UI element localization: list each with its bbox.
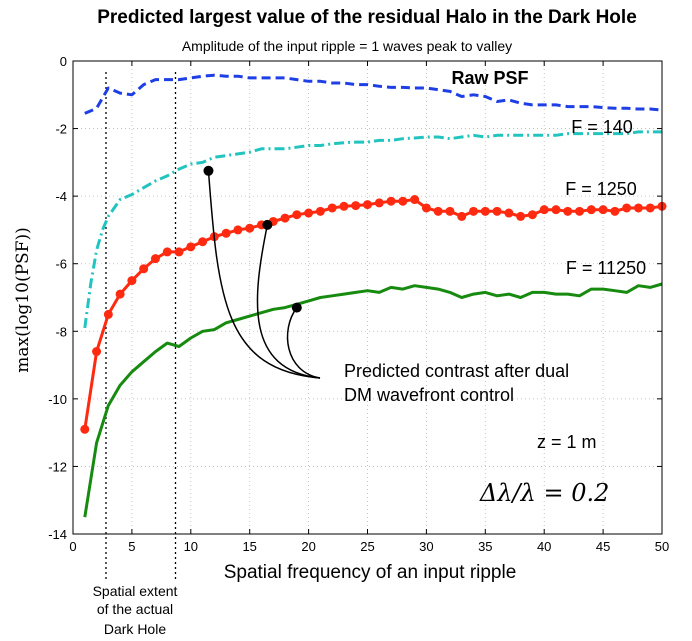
series-point (575, 206, 585, 216)
f1250-label: F = 1250 (565, 179, 637, 199)
series-point (551, 205, 561, 215)
series-point (622, 203, 632, 213)
series-point (162, 247, 172, 257)
contrast-note-line2: DM wavefront control (344, 385, 514, 405)
contrast-arrows (203, 165, 321, 379)
x-tick-label: 20 (301, 539, 315, 554)
raw-psf-label: Raw PSF (451, 68, 528, 88)
extent-note-line2: of the actual (97, 601, 173, 617)
x-tick-label: 35 (478, 539, 492, 554)
x-axis-label: Spatial frequency of an input ripple (224, 562, 517, 583)
series-point (115, 289, 125, 299)
x-tick-label: 50 (655, 539, 669, 554)
series-point (410, 195, 420, 205)
extent-note-line1: Spatial extent (93, 583, 178, 599)
series-point (245, 223, 255, 233)
series-point (645, 203, 655, 213)
f140-label: F = 140 (571, 117, 633, 137)
chart-title: Predicted largest value of the residual … (97, 7, 637, 28)
series-point (386, 196, 396, 206)
x-tick-label: 10 (184, 539, 198, 554)
contrast-point (262, 219, 273, 230)
series-point (421, 203, 431, 213)
y-tick-label: 0 (60, 54, 67, 69)
series-point (327, 203, 337, 213)
series-point (539, 205, 549, 215)
y-tick-label: -10 (48, 392, 67, 407)
series-point (103, 309, 113, 319)
contrast-arrow (286, 307, 321, 379)
axis-ticks: 0 5 10 15 20 25 30 35 40 45 50 0 -2 -4 -6 -8 -10 -12 -14 (48, 54, 669, 554)
contrast-arrow (207, 170, 321, 379)
series-point (221, 228, 231, 238)
series-point (351, 201, 361, 211)
series-point (633, 203, 643, 213)
contrast-point (291, 302, 302, 313)
series-point (339, 201, 349, 211)
series-line-1 (83, 130, 662, 329)
y-tick-label: -8 (55, 324, 67, 339)
bandwidth-label: Δλ/λ = 0.2 (479, 479, 609, 507)
y-tick-label: -2 (55, 122, 67, 137)
series-line-0 (84, 73, 663, 115)
series-point (80, 424, 90, 434)
series-point (469, 206, 479, 216)
y-tick-label: -4 (55, 189, 67, 204)
y-tick-label: -6 (55, 257, 67, 272)
x-tick-label: 25 (360, 539, 374, 554)
series-line-3 (83, 282, 663, 518)
series-point (457, 211, 467, 221)
series-point (186, 242, 196, 252)
x-tick-label: 45 (596, 539, 610, 554)
x-tick-label: 40 (537, 539, 551, 554)
series-point (492, 206, 502, 216)
series-point (150, 254, 160, 264)
series-point (563, 206, 573, 216)
dark-hole-boundaries (105, 72, 177, 582)
series-point (233, 225, 243, 235)
y-tick-label: -14 (48, 527, 67, 542)
chart-subtitle: Amplitude of the input ripple = 1 waves … (182, 38, 512, 54)
z-label: z = 1 m (537, 432, 597, 452)
series-point (433, 206, 443, 216)
extent-note-line3: Dark Hole (104, 621, 166, 637)
f11250-label: F = 11250 (566, 258, 646, 278)
series-point (304, 208, 314, 218)
series-point (315, 206, 325, 216)
grid (73, 61, 662, 534)
series-point (280, 213, 290, 223)
series-point (598, 205, 608, 215)
series-point (480, 206, 490, 216)
series-lines (80, 73, 667, 518)
y-axis-label: max(log10(PSF)) (13, 227, 33, 372)
series-point (586, 205, 596, 215)
contrast-point (203, 165, 214, 176)
series-point (527, 210, 537, 220)
series-point (363, 200, 372, 210)
contrast-arrow (256, 224, 321, 379)
series-point (398, 196, 408, 206)
x-tick-label: 30 (419, 539, 433, 554)
x-tick-label: 0 (69, 539, 76, 554)
series-point (292, 210, 302, 220)
series-point (139, 264, 149, 274)
series-point (174, 247, 184, 257)
contrast-note-line1: Predicted contrast after dual (344, 361, 569, 381)
x-tick-label: 5 (128, 539, 135, 554)
x-tick-label: 15 (242, 539, 256, 554)
series-point (374, 198, 384, 208)
y-tick-label: -12 (48, 459, 67, 474)
series-point (445, 206, 455, 216)
series-point (504, 208, 514, 218)
series-point (127, 276, 137, 286)
series-point (516, 211, 526, 221)
series-point (198, 237, 208, 247)
series-point (610, 206, 620, 216)
series-point (92, 347, 102, 357)
